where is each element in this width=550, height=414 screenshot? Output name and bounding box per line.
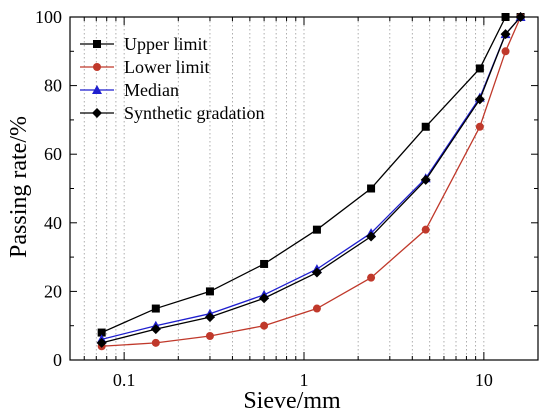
- series-line-lower-limit: [101, 16, 522, 347]
- y-tick-label: 100: [35, 7, 62, 27]
- data-point-synthetic-gradation: [420, 174, 431, 185]
- legend-label-upper-limit: Upper limit: [124, 34, 208, 54]
- grid-layer: [69, 17, 539, 360]
- y-tick-label: 60: [44, 144, 62, 164]
- y-tick-label: 80: [44, 76, 62, 96]
- data-point-upper-limit: [151, 304, 160, 313]
- x-tick-label: 0.1: [113, 370, 136, 390]
- y-tick-label: 40: [44, 213, 62, 233]
- x-axis-title: Sieve/mm: [243, 388, 341, 414]
- legend-label-lower-limit: Lower limit: [124, 57, 209, 77]
- legend-marker-lower-limit: [93, 63, 101, 71]
- series-line-upper-limit: [101, 16, 521, 334]
- legend-label-synthetic-gradation: Synthetic gradation: [124, 103, 264, 123]
- data-point-upper-limit: [205, 287, 214, 296]
- data-point-synthetic-gradation: [366, 231, 377, 242]
- data-point-lower-limit: [260, 321, 269, 330]
- legend-marker-median: [92, 85, 102, 94]
- data-point-upper-limit: [97, 328, 106, 337]
- legend-label-median: Median: [124, 80, 179, 100]
- data-point-synthetic-gradation: [474, 94, 485, 105]
- data-point-lower-limit: [312, 304, 321, 313]
- data-point-upper-limit: [475, 64, 484, 73]
- data-point-upper-limit: [367, 184, 376, 193]
- data-point-lower-limit: [475, 122, 484, 131]
- data-point-synthetic-gradation: [96, 337, 107, 348]
- y-tick-label: 0: [53, 350, 62, 370]
- y-tick-label: 20: [44, 281, 62, 301]
- legend-marker-synthetic-gradation: [92, 108, 102, 118]
- legend: Upper limit Lower limit Median Synthetic gr…: [80, 34, 264, 123]
- data-point-upper-limit: [260, 259, 269, 268]
- series-line-synthetic-gradation: [101, 16, 522, 344]
- x-tick-label: 10: [475, 370, 493, 390]
- data-point-upper-limit: [421, 122, 430, 131]
- data-point-synthetic-gradation: [259, 293, 270, 304]
- x-tick-label: 1: [300, 370, 309, 390]
- legend-marker-upper-limit: [93, 40, 101, 48]
- data-point-synthetic-gradation: [500, 29, 511, 40]
- y-axis-title: Passing rate/%: [6, 116, 32, 258]
- data-point-synthetic-gradation: [150, 324, 161, 335]
- data-point-synthetic-gradation: [311, 267, 322, 278]
- data-point-synthetic-gradation: [204, 312, 215, 323]
- data-point-lower-limit: [151, 338, 160, 347]
- data-point-lower-limit: [421, 225, 430, 234]
- data-point-upper-limit: [312, 225, 321, 234]
- data-point-lower-limit: [501, 47, 510, 56]
- data-point-lower-limit: [205, 331, 214, 340]
- data-point-lower-limit: [367, 273, 376, 282]
